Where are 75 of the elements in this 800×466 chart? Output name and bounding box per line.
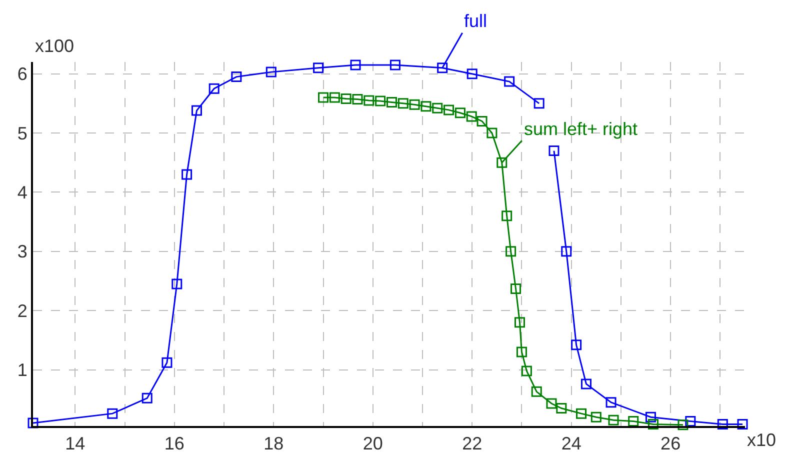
point (648, 418, 658, 430)
point (466, 68, 478, 80)
annotation: sum left+ right (524, 119, 638, 139)
y-tick-label: 2 (17, 300, 28, 321)
point (28, 418, 38, 428)
point (390, 60, 400, 70)
point (444, 104, 454, 116)
point (432, 102, 443, 114)
x-tick-label: 14 (65, 434, 86, 454)
point (534, 98, 544, 109)
point (514, 317, 525, 328)
x-tick-label: 16 (164, 434, 184, 454)
y-tick-label: 5 (17, 123, 28, 144)
point (437, 62, 448, 74)
point (107, 408, 118, 419)
x-axis-title: x10 (747, 430, 776, 450)
y-tick-label: 1 (17, 360, 28, 380)
point (737, 418, 748, 430)
point (340, 93, 352, 104)
point (364, 95, 374, 106)
point (561, 246, 572, 257)
point (504, 76, 515, 87)
x-tick-label: 24 (561, 434, 582, 454)
point (476, 116, 488, 126)
x-tick-label: 20 (362, 434, 383, 454)
point (162, 357, 172, 368)
annotation: full (464, 11, 488, 31)
point (590, 412, 602, 422)
point (717, 418, 728, 430)
point (521, 366, 532, 376)
point (454, 108, 466, 118)
point (352, 94, 363, 105)
point (571, 340, 582, 350)
point (510, 283, 522, 294)
point (313, 62, 324, 74)
point (685, 416, 696, 427)
point (398, 98, 408, 109)
point (318, 92, 329, 103)
point (486, 128, 498, 138)
point (546, 398, 557, 409)
point (502, 210, 512, 222)
point (420, 101, 432, 112)
point (580, 378, 592, 390)
point (182, 169, 192, 180)
point (576, 408, 587, 419)
y-tick-label: 4 (17, 182, 28, 203)
point (606, 397, 616, 408)
point (506, 246, 516, 257)
x-tick-label: 26 (660, 434, 681, 454)
point (516, 346, 527, 358)
point (231, 72, 242, 82)
point (645, 412, 656, 422)
point (548, 146, 560, 156)
y-axis-title: x100 (35, 36, 74, 56)
point (375, 96, 386, 106)
x-tick-label: 22 (462, 434, 482, 454)
y-tick-label: 6 (17, 64, 28, 84)
point (329, 92, 340, 103)
point (678, 420, 688, 430)
point (386, 97, 397, 108)
point (628, 416, 639, 427)
point (409, 99, 420, 110)
point (142, 392, 152, 404)
point (266, 66, 276, 78)
point (466, 111, 477, 122)
x-tick-label: 18 (264, 434, 284, 454)
point (496, 157, 508, 168)
point (608, 414, 619, 426)
point (350, 60, 361, 70)
point (208, 83, 220, 94)
point (172, 278, 182, 290)
point (531, 386, 542, 397)
point (191, 105, 202, 116)
point (556, 402, 567, 414)
y-tick-label: 3 (17, 242, 28, 262)
